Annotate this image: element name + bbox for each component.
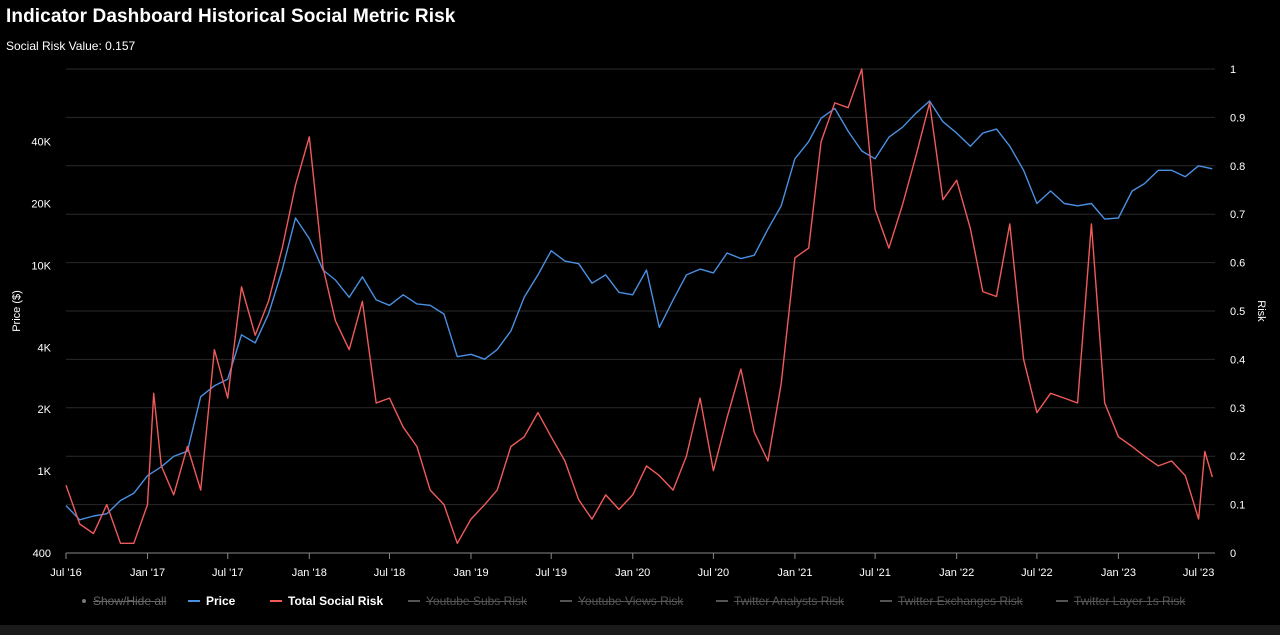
y-right-tick-label: 0.5: [1230, 306, 1245, 318]
total-social-risk-line: [65, 68, 1213, 544]
y-left-tick-label: 40K: [31, 137, 51, 149]
y-left-tick-label: 2K: [38, 404, 52, 416]
legend-show-hide-label: Show/Hide all: [93, 594, 167, 608]
legend-label: Twitter Exchanges Risk: [898, 594, 1023, 608]
y-right-axis-title: Risk: [1255, 300, 1267, 322]
y-right-tick-label: 0.9: [1230, 112, 1245, 124]
y-left-tick-label: 400: [33, 548, 51, 560]
legend-label: Price: [206, 594, 236, 608]
y-left-tick-label: 20K: [31, 199, 51, 211]
x-tick-label: Jan '20: [615, 567, 650, 579]
y-right-tick-label: 0.8: [1230, 161, 1245, 173]
legend-item-total-social-risk[interactable]: Total Social Risk: [270, 594, 383, 608]
x-tick-label: Jul '17: [212, 567, 243, 579]
x-tick-label: Jan '19: [453, 567, 488, 579]
x-tick-label: Jan '23: [1101, 567, 1136, 579]
y-right-tick-label: 0.1: [1230, 500, 1245, 512]
social-risk-value: Social Risk Value: 0.157: [6, 39, 136, 53]
y-left-axis-title: Price ($): [11, 290, 23, 332]
x-tick-label: Jan '18: [292, 567, 327, 579]
x-tick-label: Jul '20: [698, 567, 729, 579]
y-right-tick-label: 0: [1230, 548, 1236, 560]
y-right-tick-label: 1: [1230, 64, 1236, 76]
y-right-tick-label: 0.7: [1230, 209, 1245, 221]
x-tick-label: Jul '18: [374, 567, 405, 579]
x-tick-label: Jan '22: [939, 567, 974, 579]
legend-item-twitter-exchanges-risk[interactable]: Twitter Exchanges Risk: [880, 594, 1023, 608]
x-tick-label: Jul '23: [1183, 567, 1214, 579]
x-tick-label: Jul '22: [1021, 567, 1052, 579]
legend: Show/Hide all Price Total Social Risk Yo…: [0, 594, 1280, 614]
y-right-tick-label: 0.2: [1230, 451, 1245, 463]
legend-label: Twitter Analysts Risk: [734, 594, 845, 608]
x-tick-label: Jul '16: [50, 567, 81, 579]
y-left-tick-label: 10K: [31, 260, 51, 272]
legend-bullet-icon: [82, 599, 86, 603]
legend-label: Youtube Views Risk: [578, 594, 684, 608]
total-social-risk-swatch-icon: [270, 600, 282, 602]
legend-item-price[interactable]: Price: [188, 594, 235, 608]
price-line: [65, 100, 1213, 521]
youtube-views-risk-swatch-icon: [560, 600, 572, 602]
legend-item-twitter-analysts-risk[interactable]: Twitter Analysts Risk: [716, 594, 844, 608]
twitter-exchanges-risk-swatch-icon: [880, 600, 892, 602]
legend-item-youtube-views-risk[interactable]: Youtube Views Risk: [560, 594, 683, 608]
y-left-tick-label: 1K: [38, 466, 52, 478]
x-tick-label: Jul '19: [535, 567, 566, 579]
y-right-tick-label: 0.6: [1230, 258, 1245, 270]
legend-item-youtube-subs-risk[interactable]: Youtube Subs Risk: [408, 594, 527, 608]
legend-label: Youtube Subs Risk: [426, 594, 527, 608]
y-right-tick-label: 0.3: [1230, 403, 1245, 415]
y-left-tick-label: 4K: [38, 342, 52, 354]
legend-item-twitter-layer-1s-risk[interactable]: Twitter Layer 1s Risk: [1056, 594, 1185, 608]
legend-label: Twitter Layer 1s Risk: [1074, 594, 1186, 608]
x-tick-label: Jul '21: [859, 567, 890, 579]
twitter-layer-1s-risk-swatch-icon: [1056, 600, 1068, 602]
legend-label: Total Social Risk: [288, 594, 384, 608]
price-swatch-icon: [188, 600, 200, 602]
legend-show-hide-all[interactable]: Show/Hide all: [82, 594, 166, 608]
youtube-subs-risk-swatch-icon: [408, 600, 420, 602]
x-tick-label: Jan '17: [130, 567, 165, 579]
chart-area: 0 0.1 0.2 0.3 0.4 0.5 0.6 0.7 0.8 0.9 1 400 1K 2K 4K 10…: [11, 64, 1267, 579]
page-title: Indicator Dashboard Historical Social Me…: [6, 6, 456, 27]
y-right-tick-label: 0.4: [1230, 354, 1245, 366]
x-tick-label: Jan '21: [777, 567, 812, 579]
twitter-analysts-risk-swatch-icon: [716, 600, 728, 602]
bottom-bar: [0, 625, 1280, 635]
